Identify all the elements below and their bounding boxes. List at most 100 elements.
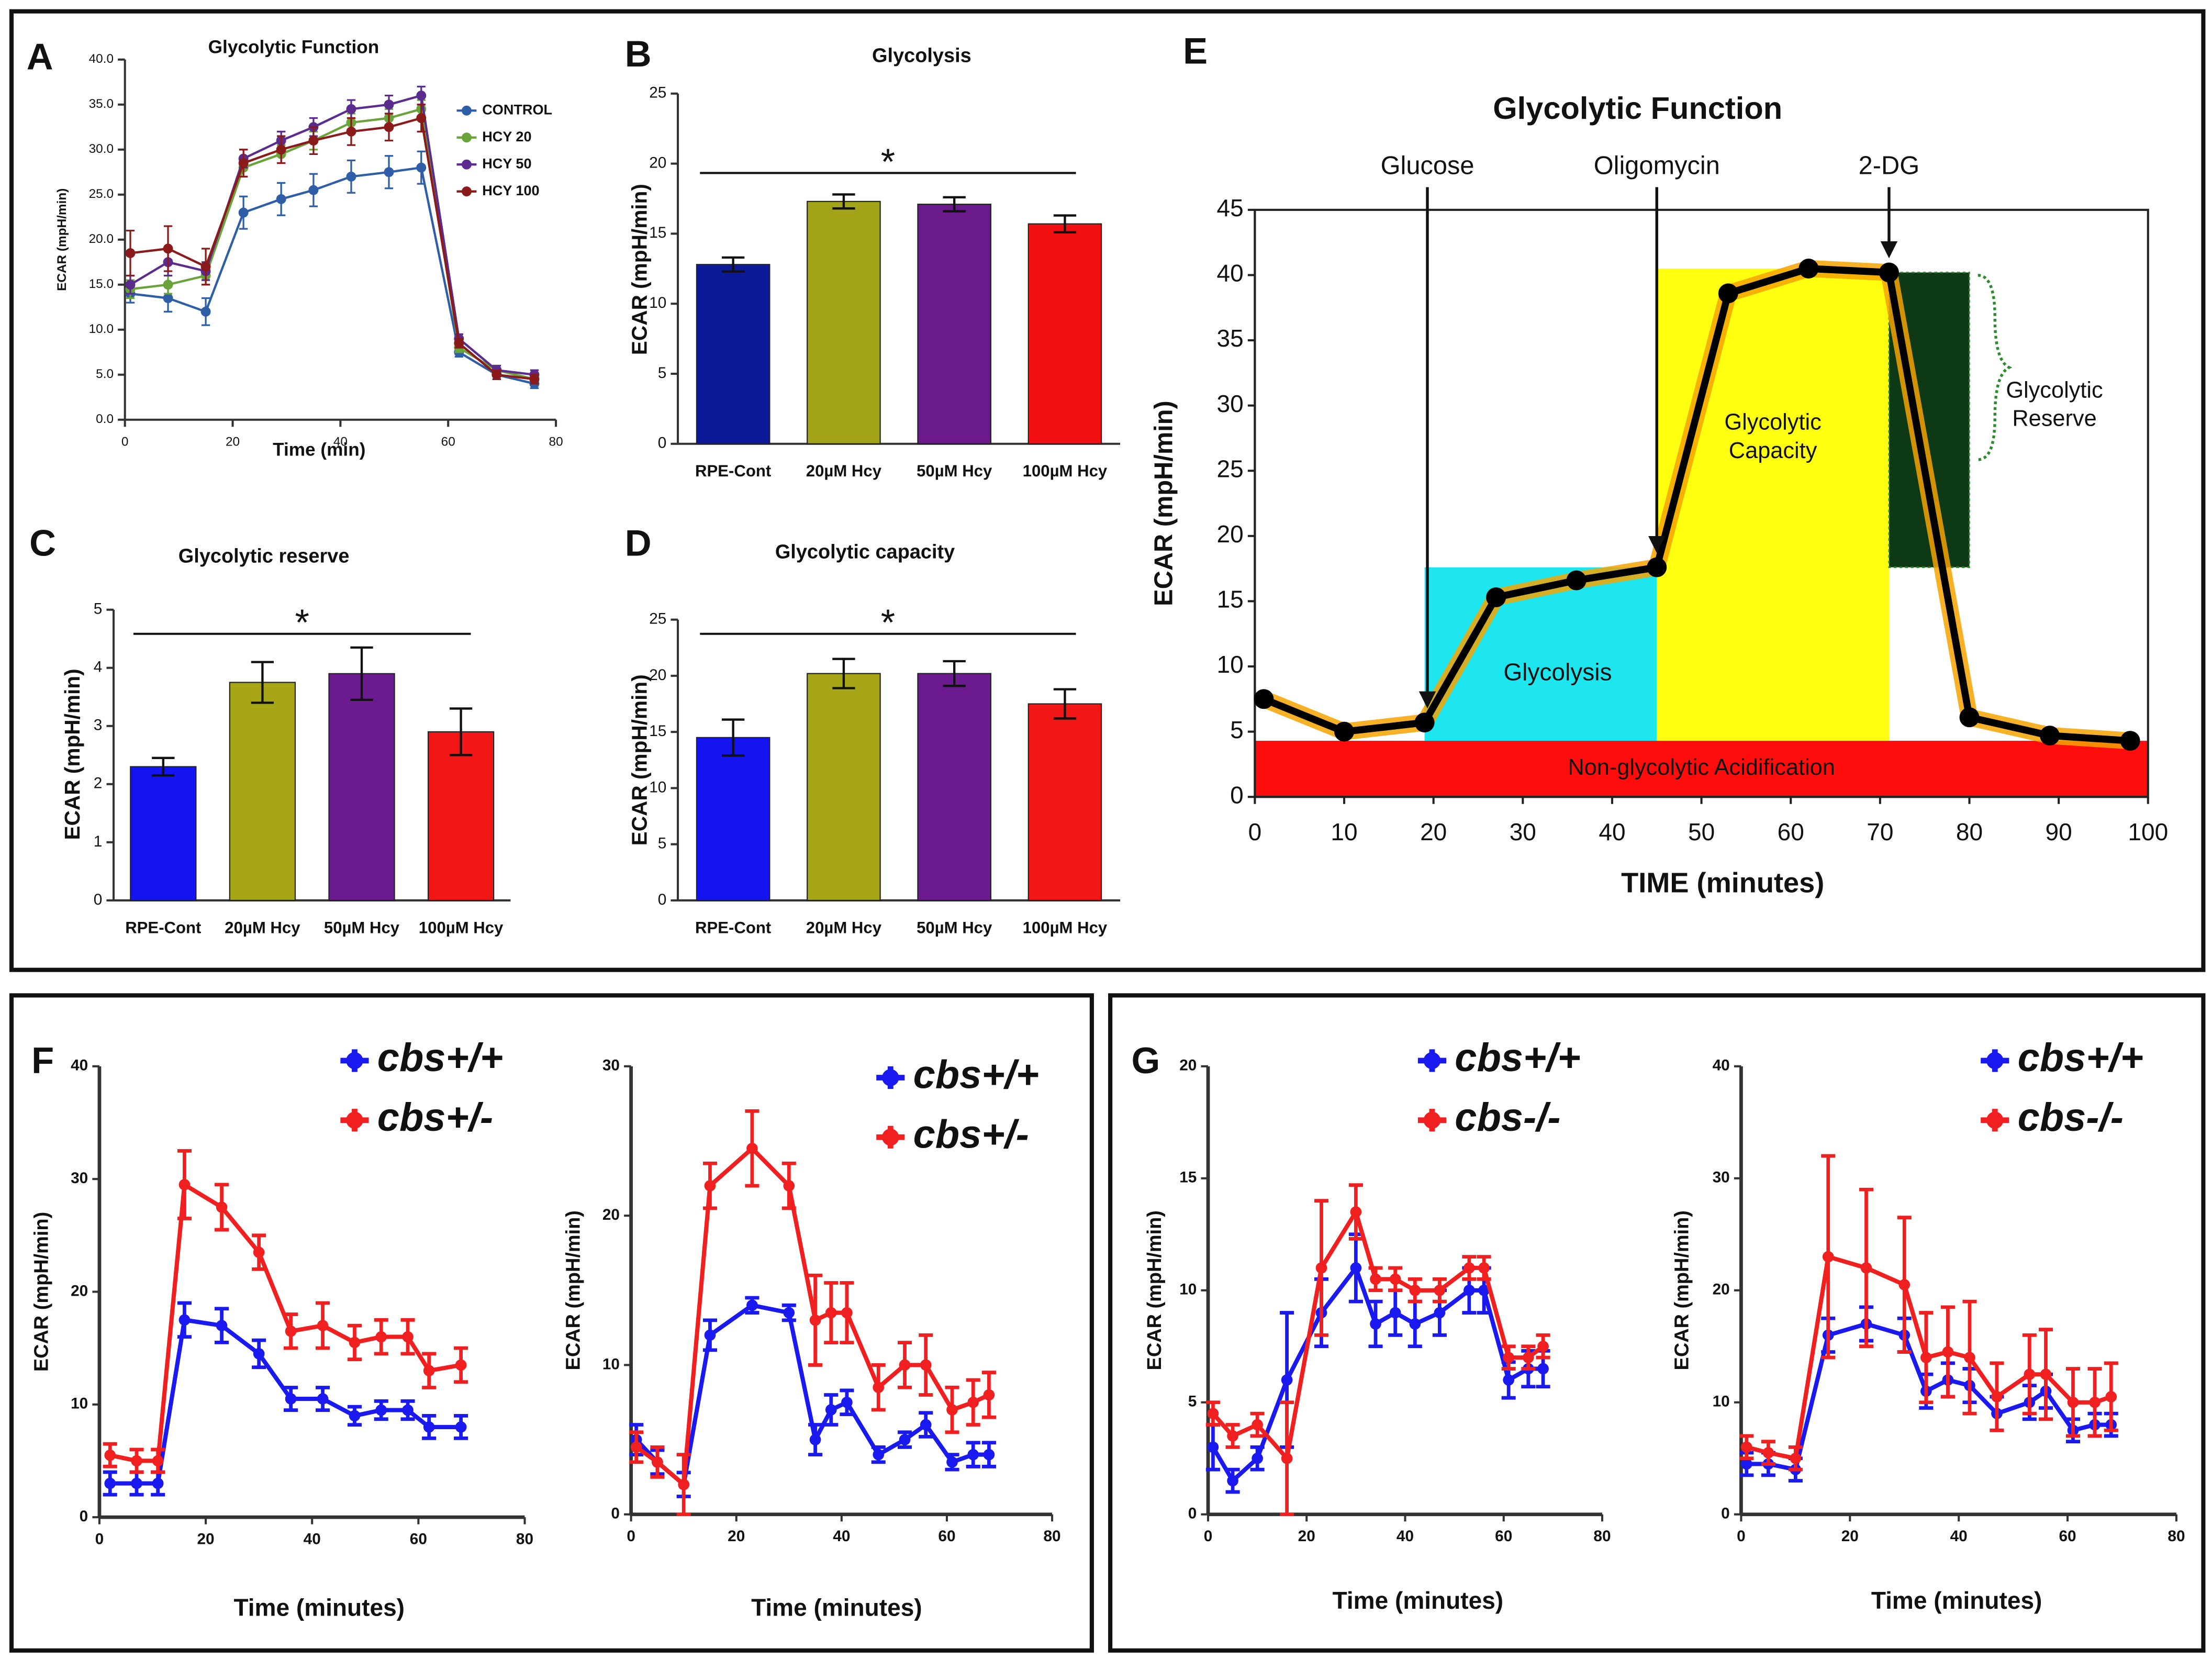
panel-frame: [9, 9, 2206, 972]
y-tick-label: 0: [1188, 1505, 1197, 1522]
data-point: [2089, 1396, 2101, 1408]
data-point: [652, 1456, 663, 1468]
data-point: [1370, 1318, 1381, 1330]
chart-title: Glycolysis: [872, 44, 971, 66]
bar: [130, 766, 197, 901]
data-point: [317, 1320, 329, 1331]
data-point: [152, 1455, 164, 1467]
data-point: [1898, 1279, 1911, 1290]
x-tick-label: 80: [516, 1530, 533, 1547]
x-tick-label: 50: [1688, 818, 1715, 845]
y-tick-label: 20: [649, 154, 666, 171]
chart: D Glycolytic capacity ECAR (mpH/min) 0 5 10 15…: [625, 522, 1121, 937]
legend-marker: [346, 1111, 363, 1129]
data-point: [704, 1180, 716, 1192]
chart: B Glycolysis ECAR (mpH/min) 0 5 10 15 20 25 RPE-C…: [625, 33, 1121, 480]
x-tick-label: 60: [1495, 1528, 1512, 1545]
error-bar: [152, 756, 175, 777]
event-arrow-head: [1648, 536, 1666, 553]
y-tick-label: 10: [1179, 1281, 1197, 1298]
legend-label: cbs+/-: [377, 1095, 493, 1140]
y-tick-label: 5: [658, 835, 667, 852]
region-label: Reserve: [2012, 406, 2096, 431]
legend-marker: [461, 132, 472, 143]
y-tick-label: 3: [94, 717, 103, 734]
data-point: [746, 1142, 758, 1154]
y-tick-label: 20.0: [89, 232, 114, 246]
data-point: [809, 1315, 821, 1326]
data-point: [1252, 1452, 1263, 1464]
y-tick-label: 25: [649, 610, 666, 628]
significance-star: *: [881, 602, 895, 643]
data-point: [375, 1404, 387, 1416]
x-tick-label: 80: [549, 435, 563, 449]
data-point: [1718, 283, 1738, 304]
x-tick-label: 10: [1331, 818, 1357, 845]
error-bar: [943, 196, 966, 213]
data-point: [104, 1449, 116, 1461]
x-tick-label: 80: [1044, 1528, 1061, 1545]
legend-label: CONTROL: [482, 101, 552, 117]
data-point: [454, 338, 464, 349]
x-tick-label: 0: [1737, 1528, 1746, 1545]
y-tick-label: 40: [1713, 1057, 1730, 1074]
bar: [328, 673, 395, 901]
data-point: [253, 1246, 265, 1258]
error-bar: [832, 658, 855, 689]
y-tick-label: 0: [94, 891, 103, 908]
x-tick-label: 60: [1778, 818, 1804, 845]
data-point: [529, 374, 540, 384]
x-tick-label: 70: [1867, 818, 1893, 845]
bar: [229, 682, 296, 901]
y-axis-label: ECAR (mpH/min): [627, 674, 651, 845]
legend-label: cbs+/+: [2018, 1036, 2143, 1080]
data-point: [384, 167, 394, 177]
legend-label: cbs+/+: [377, 1036, 503, 1080]
y-tick-label: 5: [658, 364, 667, 382]
data-point: [1464, 1262, 1475, 1274]
data-point: [1920, 1352, 1932, 1363]
bar: [696, 737, 770, 901]
data-point: [899, 1434, 911, 1445]
y-tick-label: 25.0: [89, 187, 114, 201]
data-point: [384, 99, 394, 110]
y-axis-label: ECAR (mpH/min): [1150, 400, 1178, 606]
data-point: [1537, 1363, 1549, 1375]
y-tick-label: 0: [80, 1508, 88, 1525]
data-point: [967, 1396, 979, 1408]
data-point: [946, 1404, 958, 1416]
y-tick-label: 15: [1217, 586, 1244, 613]
y-tick-label: 20: [71, 1282, 88, 1299]
data-point: [375, 1331, 387, 1343]
error-bar: [1053, 214, 1077, 233]
error-bar: [721, 718, 745, 757]
y-tick-label: 10.0: [89, 322, 114, 336]
non-glycolytic-region: [1255, 741, 2148, 797]
y-tick-label: 30.0: [89, 142, 114, 156]
data-point: [349, 1337, 361, 1349]
chart-title: Glycolytic reserve: [178, 545, 350, 567]
data-point: [346, 104, 356, 114]
legend-marker: [1423, 1052, 1441, 1070]
panel-letter: B: [625, 33, 652, 74]
chart: F ECAR (mpH/min) Time (minutes) 0 10 20 30 40 0 2…: [31, 1036, 533, 1621]
data-point: [630, 1441, 642, 1453]
y-tick-label: 20: [1179, 1057, 1197, 1074]
x-axis-label: Time (minutes): [1333, 1587, 1504, 1614]
data-point: [1281, 1374, 1293, 1386]
y-axis-label: ECAR (mpH/min): [55, 188, 69, 291]
bar: [427, 731, 495, 901]
y-tick-label: 15: [1179, 1169, 1197, 1186]
y-tick-label: 30: [1713, 1169, 1730, 1186]
data-point: [2040, 1368, 2052, 1380]
x-tick-label: 80: [1956, 818, 1983, 845]
data-point: [1503, 1352, 1514, 1363]
panel-frame: [1108, 993, 2206, 1653]
x-tick-label: 20µM Hcy: [225, 918, 300, 937]
data-point: [1964, 1352, 1975, 1363]
y-tick-label: 25: [1217, 455, 1244, 482]
data-point: [131, 1477, 142, 1489]
x-axis-label: Time (minutes): [751, 1594, 922, 1621]
y-tick-label: 4: [94, 659, 103, 676]
